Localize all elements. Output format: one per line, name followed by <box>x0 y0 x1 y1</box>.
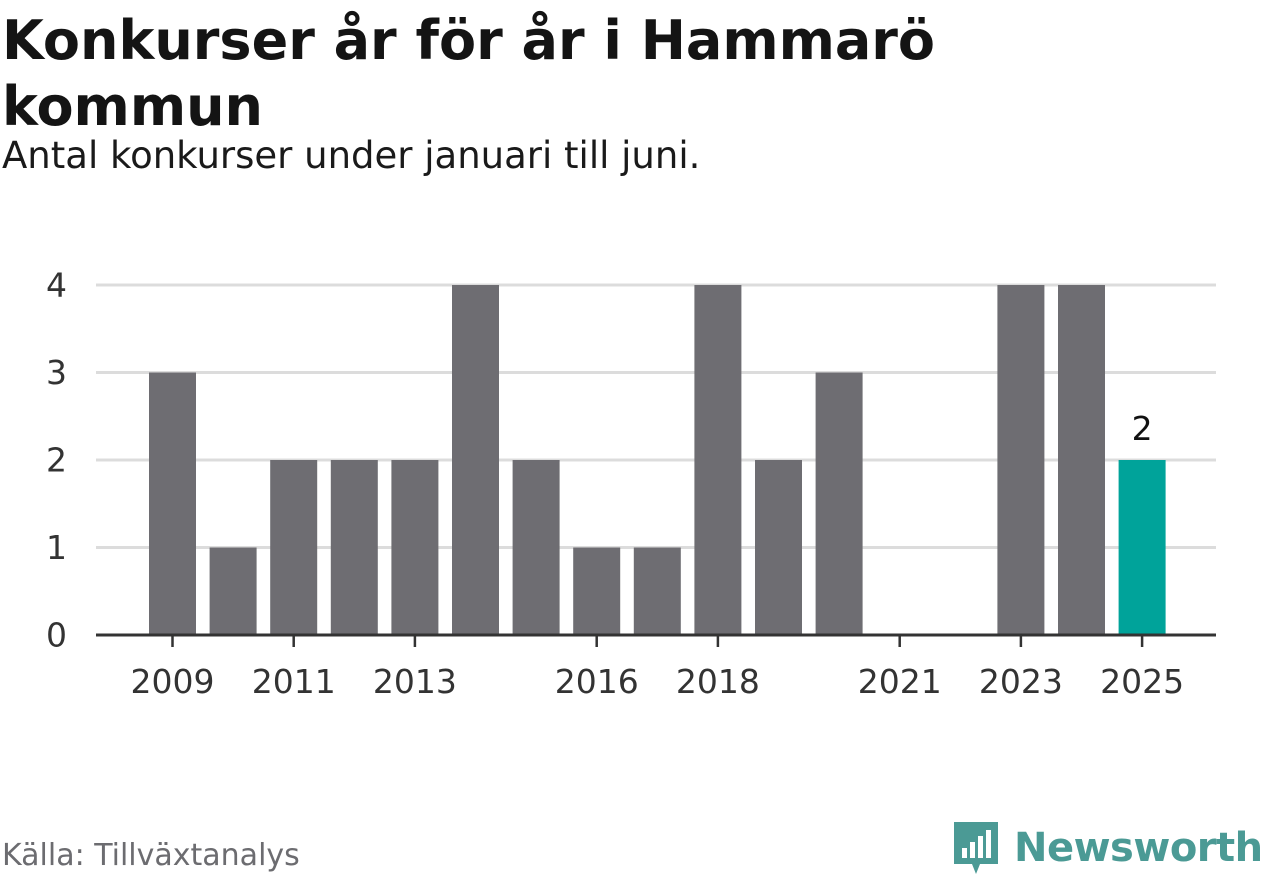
bar-2017 <box>633 547 681 635</box>
y-tick-label: 3 <box>46 353 67 392</box>
data-label: 2 <box>1132 409 1153 448</box>
bar-2014 <box>452 285 499 635</box>
bar-2015 <box>512 460 560 635</box>
bar-2019 <box>755 460 802 635</box>
y-tick-label: 2 <box>46 441 67 480</box>
chart-subtitle: Antal konkurser under januari till juni. <box>2 134 701 177</box>
y-tick-label: 1 <box>46 528 67 567</box>
x-tick-label: 2013 <box>373 662 457 701</box>
bar-layer <box>149 285 1166 635</box>
label-layer: 0 1 2 3 4 2 2009 2011 2013 2016 2018 2021 2023 2025 <box>46 266 1184 702</box>
bar-2023 <box>997 285 1045 635</box>
x-tick-label: 2009 <box>131 662 215 701</box>
bar-2018 <box>694 285 742 635</box>
x-tick-label: 2016 <box>555 662 639 701</box>
bar-2013 <box>391 460 439 635</box>
bar-2024 <box>1058 285 1105 635</box>
brand-logo[interactable]: Newsworthy <box>950 818 1262 878</box>
chart-title: Konkurser år för år i Hammarö kommun <box>2 9 936 138</box>
axis-layer <box>96 633 1216 647</box>
bar-chart: 0 1 2 3 4 2 2009 2011 2013 2016 2018 2021 2023 2025 <box>46 266 1216 702</box>
bar-2025 <box>1118 460 1166 635</box>
bar-2016 <box>573 547 621 635</box>
y-tick-label: 4 <box>46 266 67 305</box>
y-tick-label: 0 <box>46 616 67 655</box>
x-tick-label: 2025 <box>1100 662 1184 701</box>
bar-2009 <box>149 372 196 635</box>
bar-2011 <box>270 460 318 635</box>
bar-chart-speech-bubble-icon <box>954 822 998 874</box>
x-tick-label: 2023 <box>979 662 1063 701</box>
brand-name: Newsworthy <box>1014 825 1262 871</box>
grid-layer <box>96 283 1216 549</box>
bar-2020 <box>815 372 863 635</box>
x-tick-label: 2011 <box>252 662 336 701</box>
bar-2012 <box>330 460 378 635</box>
x-tick-label: 2018 <box>676 662 760 701</box>
source-note: Källa: Tillväxtanalys <box>2 838 300 873</box>
x-tick-label: 2021 <box>858 662 942 701</box>
bar-2010 <box>209 547 257 635</box>
